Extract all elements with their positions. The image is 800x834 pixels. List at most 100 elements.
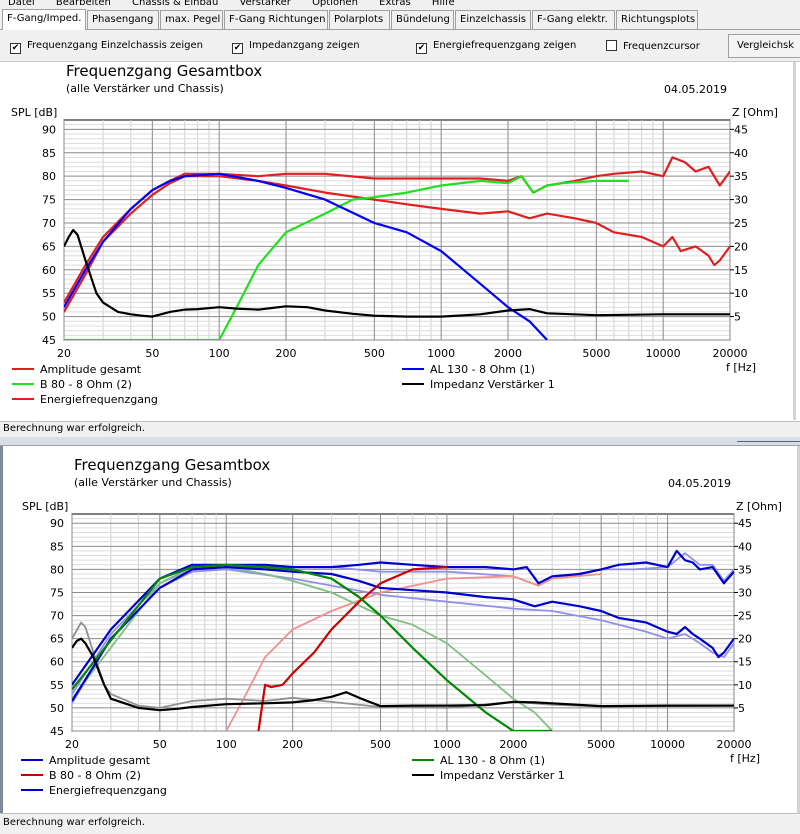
checkbox-frequenzcursor[interactable] xyxy=(606,40,617,51)
x-tick-label: 100 xyxy=(216,738,237,751)
menu-item-optionen[interactable]: Optionen xyxy=(312,0,358,8)
divider-line xyxy=(737,441,800,442)
x-tick-label: 5000 xyxy=(587,738,615,751)
series-line xyxy=(72,549,734,686)
y-tick-label: 60 xyxy=(50,656,64,669)
y-tick-label: 80 xyxy=(50,563,64,576)
series-line xyxy=(64,172,548,340)
option-energie-label: Energiefrequenzgang zeigen xyxy=(433,40,577,51)
window-border-left xyxy=(0,446,3,813)
y2-tick-label: 40 xyxy=(738,540,752,553)
y2-tick-label: 20 xyxy=(738,633,752,646)
options-bar: ✔ Frequenzgang Einzelchassis zeigen ✔ Impe… xyxy=(0,30,800,62)
y-tick-label: 55 xyxy=(50,679,64,692)
option-einzelchassis-label: Frequenzgang Einzelchassis zeigen xyxy=(27,40,204,51)
checkbox-einzelchassis[interactable]: ✔ xyxy=(10,43,21,54)
y2-tick-label: 10 xyxy=(734,287,748,300)
x-tick-label: 10000 xyxy=(650,738,685,751)
y-tick-label: 50 xyxy=(42,311,56,324)
y2-tick-label: 40 xyxy=(734,147,748,160)
y2-tick-label: 45 xyxy=(734,123,748,136)
y-tick-label: 70 xyxy=(50,610,64,623)
legend-label: Energiefrequenzgang xyxy=(49,784,167,797)
tab-strip: F-Gang/Imped. Phasengang max. Pegel F-Ga… xyxy=(0,8,800,30)
tab-polarplots[interactable]: Polarplots xyxy=(329,10,390,29)
y-tick-label: 45 xyxy=(50,725,64,738)
option-impedanz[interactable]: ✔ Impedanzgang zeigen xyxy=(232,40,360,54)
x-tick-label: 2000 xyxy=(499,738,527,751)
y-axis-label: SPL [dB] xyxy=(22,500,68,513)
tab-fgang-elektr[interactable]: F-Gang elektr. xyxy=(532,10,615,29)
x-tick-label: 10000 xyxy=(646,347,681,360)
chart-panel-bottom: 45 50 55 60 65 70 75 80 85 90 5 10 15 20 25 30 35 40 45 20 5… xyxy=(3,446,797,813)
menu-item-verstaerker[interactable]: Verstärker xyxy=(239,0,291,8)
x-tick-label: 20000 xyxy=(717,738,752,751)
x-tick-label: 200 xyxy=(282,738,303,751)
compare-button[interactable]: Vergleichsk xyxy=(728,34,800,58)
x-tick-label: 20 xyxy=(57,347,71,360)
legend-label: B 80 - 8 Ohm (2) xyxy=(40,378,132,391)
tab-einzelchassis[interactable]: Einzelchassis xyxy=(455,10,531,29)
chart-title: Frequenzgang Gesamtbox xyxy=(74,456,270,474)
x-tick-label: 200 xyxy=(276,347,297,360)
x-axis-label: f [Hz] xyxy=(726,361,756,374)
checkbox-energie[interactable]: ✔ xyxy=(416,43,427,54)
menu-item-chassis[interactable]: Chassis & Einbau xyxy=(132,0,219,8)
y-tick-label: 50 xyxy=(50,702,64,715)
tab-max-pegel[interactable]: max. Pegel xyxy=(160,10,223,29)
option-frequenzcursor[interactable]: Frequenzcursor xyxy=(606,40,700,53)
x-axis-label: f [Hz] xyxy=(730,752,760,765)
checkbox-impedanz[interactable]: ✔ xyxy=(232,43,243,54)
y2-axis-label: Z [Ohm] xyxy=(732,106,778,119)
legend-label: B 80 - 8 Ohm (2) xyxy=(49,769,141,782)
y2-tick-label: 20 xyxy=(734,240,748,253)
series-line xyxy=(72,563,553,731)
chart-subtitle: (alle Verstärker und Chassis) xyxy=(66,82,224,95)
x-tick-label: 1000 xyxy=(433,738,461,751)
series-line xyxy=(257,566,447,731)
chart-date: 04.05.2019 xyxy=(664,83,727,96)
legend-label: Energiefrequenzgang xyxy=(40,393,158,406)
x-tick-label: 50 xyxy=(153,738,167,751)
legend-label: Amplitude gesamt xyxy=(49,754,151,767)
y-tick-label: 55 xyxy=(42,287,56,300)
tab-richtungsplots[interactable]: Richtungsplots xyxy=(616,10,698,29)
menu-item-extras[interactable]: Extras xyxy=(379,0,411,8)
menu-item-bearbeiten[interactable]: Bearbeiten xyxy=(55,0,111,8)
x-tick-label: 20 xyxy=(65,738,79,751)
tab-buendelung[interactable]: Bündelung xyxy=(391,10,454,29)
x-tick-label: 100 xyxy=(209,347,230,360)
y-tick-label: 90 xyxy=(42,123,56,136)
menu-item-datei[interactable]: Datei xyxy=(8,0,35,8)
y2-tick-label: 35 xyxy=(734,170,748,183)
x-tick-label: 5000 xyxy=(582,347,610,360)
x-tick-label: 500 xyxy=(364,347,385,360)
series-group xyxy=(72,549,734,731)
x-tick-label: 1000 xyxy=(427,347,455,360)
menu-item-hilfe[interactable]: Hilfe xyxy=(431,0,455,8)
y2-tick-label: 45 xyxy=(738,517,752,530)
x-tick-label: 2000 xyxy=(494,347,522,360)
y-tick-label: 75 xyxy=(50,586,64,599)
tab-phasengang[interactable]: Phasengang xyxy=(87,10,159,29)
x-tick-label: 50 xyxy=(145,347,159,360)
series-line xyxy=(64,175,629,340)
option-energie[interactable]: ✔ Energiefrequenzgang zeigen xyxy=(416,40,576,54)
tab-fgang-imped[interactable]: F-Gang/Imped. xyxy=(2,9,86,30)
chart-subtitle: (alle Verstärker und Chassis) xyxy=(74,476,232,489)
y2-tick-label: 25 xyxy=(734,217,748,230)
series-line xyxy=(72,565,734,702)
y2-tick-label: 5 xyxy=(734,311,741,324)
legend-label: Impedanz Verstärker 1 xyxy=(430,378,555,391)
option-einzelchassis[interactable]: ✔ Frequenzgang Einzelchassis zeigen xyxy=(10,40,203,54)
tab-fgang-richtungen[interactable]: F-Gang Richtungen xyxy=(224,10,328,29)
legend-label: AL 130 - 8 Ohm (1) xyxy=(430,363,535,376)
legend-label: Impedanz Verstärker 1 xyxy=(440,769,565,782)
series-line xyxy=(72,637,734,712)
y-tick-label: 65 xyxy=(50,633,64,646)
y-tick-label: 70 xyxy=(42,217,56,230)
legend-label: AL 130 - 8 Ohm (1) xyxy=(440,754,545,767)
y2-tick-label: 30 xyxy=(734,194,748,207)
